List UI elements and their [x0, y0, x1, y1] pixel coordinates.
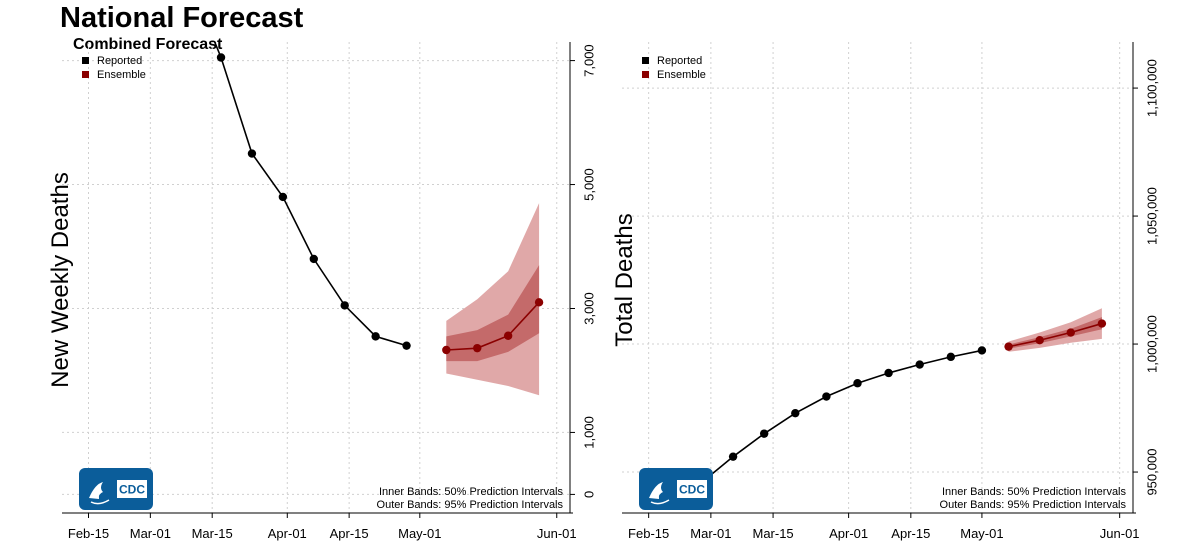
y-tick-label: 5,000 — [582, 168, 597, 201]
legend-swatch-reported — [82, 57, 89, 64]
band-50-interval — [446, 265, 540, 362]
data-point-reported — [309, 254, 318, 264]
data-point-reported — [977, 346, 987, 355]
x-tick-label: Apr-15 — [330, 526, 369, 541]
chart-panel-1: CDC — [62, 42, 575, 518]
cdc-logo-text: CDC — [119, 483, 145, 497]
cdc-logo: CDC — [79, 468, 153, 510]
cdc-logo-box — [117, 480, 147, 498]
data-point-ensemble — [503, 331, 513, 340]
legend-swatch-ensemble — [82, 71, 89, 78]
data-point-reported — [884, 368, 893, 378]
x-tick-label: Apr-15 — [891, 526, 930, 541]
y-tick-label: 1,050,000 — [1145, 187, 1160, 245]
y-tick-label: 1,000,000 — [1145, 315, 1160, 373]
series-line-reported — [213, 42, 407, 347]
hhs-swoosh-icon — [650, 499, 670, 505]
hhs-eagle-icon — [89, 482, 103, 499]
legend-label-reported: Reported — [657, 55, 702, 67]
interval-note: Outer Bands: 95% Prediction Intervals — [377, 499, 564, 511]
data-point-reported — [853, 379, 862, 388]
legend-swatch-reported — [642, 57, 649, 64]
data-point-ensemble — [1035, 336, 1044, 345]
data-point-reported — [278, 192, 288, 202]
data-point-reported — [728, 452, 738, 461]
legend-label-ensemble: Ensemble — [657, 69, 706, 81]
plot-area — [213, 42, 544, 396]
x-tick-label: Jun-01 — [537, 526, 577, 541]
x-tick-label: Mar-15 — [192, 526, 233, 541]
data-point-ensemble — [534, 298, 544, 307]
data-point-ensemble — [1097, 319, 1107, 328]
data-point-ensemble — [1004, 342, 1013, 351]
data-point-reported — [822, 392, 831, 401]
series-line-reported — [670, 349, 983, 506]
interval-note: Outer Bands: 95% Prediction Intervals — [940, 499, 1127, 511]
y-tick-label: 1,100,000 — [1145, 59, 1160, 117]
interval-note: Inner Bands: 50% Prediction Intervals — [942, 486, 1127, 498]
legend-label-reported: Reported — [97, 55, 142, 67]
x-tick-label: Jun-01 — [1100, 526, 1140, 541]
x-tick-label: Mar-15 — [752, 526, 793, 541]
data-point-reported — [759, 429, 769, 438]
data-point-reported — [247, 149, 257, 158]
data-point-reported — [216, 53, 226, 62]
x-tick-label: May-01 — [960, 526, 1003, 541]
x-tick-label: Feb-15 — [68, 526, 109, 541]
y-tick-label: 7,000 — [582, 44, 597, 77]
plot-area — [670, 308, 1107, 506]
data-point-reported — [791, 408, 800, 418]
data-point-reported — [915, 360, 924, 369]
y-tick-label: 1,000 — [582, 416, 597, 449]
interval-note: Inner Bands: 50% Prediction Intervals — [379, 486, 564, 498]
cdc-logo: CDC — [639, 468, 713, 510]
y-tick-label: 0 — [582, 491, 597, 498]
data-point-reported — [340, 301, 349, 310]
cdc-logo-badge — [79, 468, 153, 510]
chart-subtitle: Combined Forecast — [73, 36, 223, 53]
x-tick-label: Apr-01 — [829, 526, 868, 541]
y-tick-label: 3,000 — [582, 292, 597, 325]
series-line-ensemble — [1008, 322, 1103, 348]
cdc-logo-badge — [639, 468, 713, 510]
page-title: National Forecast — [60, 2, 304, 34]
series-line-ensemble — [446, 301, 540, 351]
data-point-ensemble — [442, 345, 451, 355]
hhs-swoosh-icon — [90, 499, 110, 505]
data-point-ensemble — [1066, 328, 1075, 337]
x-tick-label: May-01 — [398, 526, 441, 541]
data-point-reported — [946, 352, 956, 362]
y-axis-label: Total Deaths — [611, 213, 638, 346]
y-axis-label: New Weekly Deaths — [47, 172, 74, 388]
y-tick-label: 950,000 — [1145, 449, 1160, 496]
data-point-reported — [371, 332, 380, 341]
cdc-logo-text: CDC — [679, 483, 705, 497]
legend-swatch-ensemble — [642, 71, 649, 78]
data-point-reported — [402, 341, 411, 350]
cdc-logo-box — [677, 480, 707, 498]
x-tick-label: Mar-01 — [130, 526, 171, 541]
data-point-ensemble — [473, 343, 482, 353]
x-tick-label: Feb-15 — [628, 526, 669, 541]
x-tick-label: Apr-01 — [268, 526, 307, 541]
chart-panel-2: CDC — [622, 42, 1138, 518]
hhs-eagle-icon — [649, 482, 663, 499]
x-tick-label: Mar-01 — [690, 526, 731, 541]
band-50-interval — [1008, 317, 1102, 349]
legend-label-ensemble: Ensemble — [97, 69, 146, 81]
